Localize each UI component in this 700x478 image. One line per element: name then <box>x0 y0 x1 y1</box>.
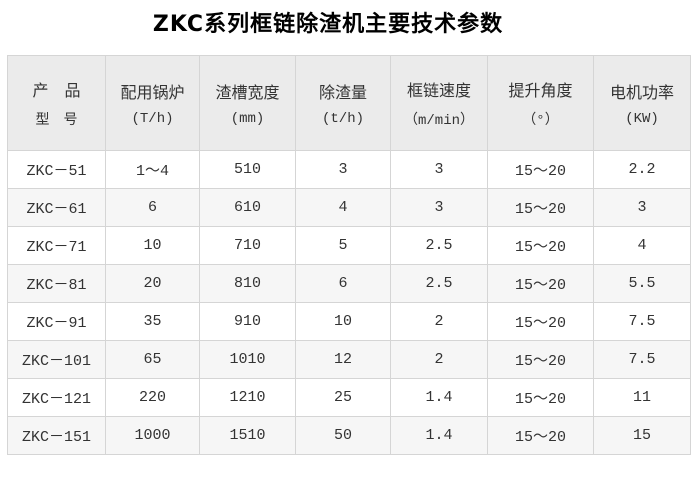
table-cell: 12 <box>295 340 391 379</box>
table-row: ZKC－101 65 1010 12 2 15～20 7.5 <box>7 340 691 379</box>
table-cell: 15～20 <box>487 150 594 189</box>
table-header-row: 产 品 型 号 配用锅炉 (T/h) 渣槽宽度 (mm) 除渣量 (t/h) 框… <box>7 55 691 151</box>
table-cell: 35 <box>105 302 200 341</box>
table-cell: 15～20 <box>487 340 594 379</box>
page-title: ZKC系列框链除渣机主要技术参数 <box>152 12 504 37</box>
table-cell: 3 <box>390 188 488 227</box>
header-label: 提升角度 <box>508 83 573 101</box>
col-header-boiler-capacity: 配用锅炉 (T/h) <box>105 55 200 151</box>
table-cell: 6 <box>295 264 391 303</box>
table-cell: 7.5 <box>593 302 691 341</box>
header-label: 除渣量 <box>318 85 367 103</box>
table-cell: 5 <box>295 226 391 265</box>
header-unit: (T/h) <box>131 111 174 127</box>
table-cell-model: ZKC－61 <box>7 188 106 227</box>
table-cell: 3 <box>390 150 488 189</box>
table-row: ZKC－61 6 610 4 3 15～20 3 <box>7 188 691 227</box>
table-row: ZKC－151 1000 1510 50 1.4 15～20 15 <box>7 416 691 455</box>
table-row: ZKC－121 220 1210 25 1.4 15～20 11 <box>7 378 691 417</box>
table-cell: 2.5 <box>390 264 488 303</box>
table-cell: 910 <box>199 302 296 341</box>
table-cell: 15～20 <box>487 264 594 303</box>
table-cell: 25 <box>295 378 391 417</box>
table-cell: 15～20 <box>487 188 594 227</box>
header-unit: (KW) <box>625 111 659 127</box>
table-cell: 65 <box>105 340 200 379</box>
table-cell: 3 <box>593 188 691 227</box>
table-cell-model: ZKC－151 <box>7 416 106 455</box>
table-cell: 2.5 <box>390 226 488 265</box>
table-cell-model: ZKC－81 <box>7 264 106 303</box>
table-cell: 1.4 <box>390 378 488 417</box>
table-cell: 15～20 <box>487 416 594 455</box>
header-unit: （m/min） <box>403 113 474 129</box>
table-cell-model: ZKC－71 <box>7 226 106 265</box>
table-cell: 2 <box>390 302 488 341</box>
table-cell: 1～4 <box>105 150 200 189</box>
header-unit: (t/h) <box>321 111 364 127</box>
table-cell: 20 <box>105 264 200 303</box>
header-label: 电机功率 <box>609 85 674 103</box>
table-cell: 1510 <box>199 416 296 455</box>
table-cell: 7.5 <box>593 340 691 379</box>
table-cell: 15～20 <box>487 302 594 341</box>
table-row: ZKC－51 1～4 510 3 3 15～20 2.2 <box>7 150 691 189</box>
table-cell: 6 <box>105 188 200 227</box>
table-cell: 10 <box>295 302 391 341</box>
col-header-product-model: 产 品 型 号 <box>7 55 106 151</box>
table-cell: 5.5 <box>593 264 691 303</box>
table-cell: 15～20 <box>487 378 594 417</box>
table-cell: 710 <box>199 226 296 265</box>
table-row: ZKC－71 10 710 5 2.5 15～20 4 <box>7 226 691 265</box>
table-row: ZKC－81 20 810 6 2.5 15～20 5.5 <box>7 264 691 303</box>
table-cell-model: ZKC－121 <box>7 378 106 417</box>
header-label: 产 品 <box>32 83 81 101</box>
table-cell: 3 <box>295 150 391 189</box>
table-cell: 4 <box>593 226 691 265</box>
col-header-lift-angle: 提升角度 （°） <box>487 55 594 151</box>
table-cell: 10 <box>105 226 200 265</box>
table-cell: 220 <box>105 378 200 417</box>
table-cell: 15～20 <box>487 226 594 265</box>
header-label: 型 号 <box>35 113 78 129</box>
table-cell: 610 <box>199 188 296 227</box>
table-cell-model: ZKC－101 <box>7 340 106 379</box>
header-label: 配用锅炉 <box>120 85 185 103</box>
col-header-trough-width: 渣槽宽度 (mm) <box>199 55 296 151</box>
col-header-motor-power: 电机功率 (KW) <box>593 55 691 151</box>
table-cell: 1.4 <box>390 416 488 455</box>
table-cell: 50 <box>295 416 391 455</box>
header-label: 框链速度 <box>406 83 471 101</box>
table-cell: 2.2 <box>593 150 691 189</box>
table-cell: 2 <box>390 340 488 379</box>
table-cell: 4 <box>295 188 391 227</box>
table-cell-model: ZKC－51 <box>7 150 106 189</box>
col-header-chain-speed: 框链速度 （m/min） <box>390 55 488 151</box>
table-cell: 15 <box>593 416 691 455</box>
table-row: ZKC－91 35 910 10 2 15～20 7.5 <box>7 302 691 341</box>
table-cell: 510 <box>199 150 296 189</box>
col-header-slag-removal: 除渣量 (t/h) <box>295 55 391 151</box>
spec-table: 产 品 型 号 配用锅炉 (T/h) 渣槽宽度 (mm) 除渣量 (t/h) 框… <box>7 55 691 455</box>
table-cell: 1010 <box>199 340 296 379</box>
table-cell: 810 <box>199 264 296 303</box>
header-unit: （°） <box>522 113 559 129</box>
table-cell-model: ZKC－91 <box>7 302 106 341</box>
table-cell: 11 <box>593 378 691 417</box>
header-label: 渣槽宽度 <box>215 85 280 103</box>
header-unit: (mm) <box>230 111 265 127</box>
table-cell: 1000 <box>105 416 200 455</box>
table-cell: 1210 <box>199 378 296 417</box>
